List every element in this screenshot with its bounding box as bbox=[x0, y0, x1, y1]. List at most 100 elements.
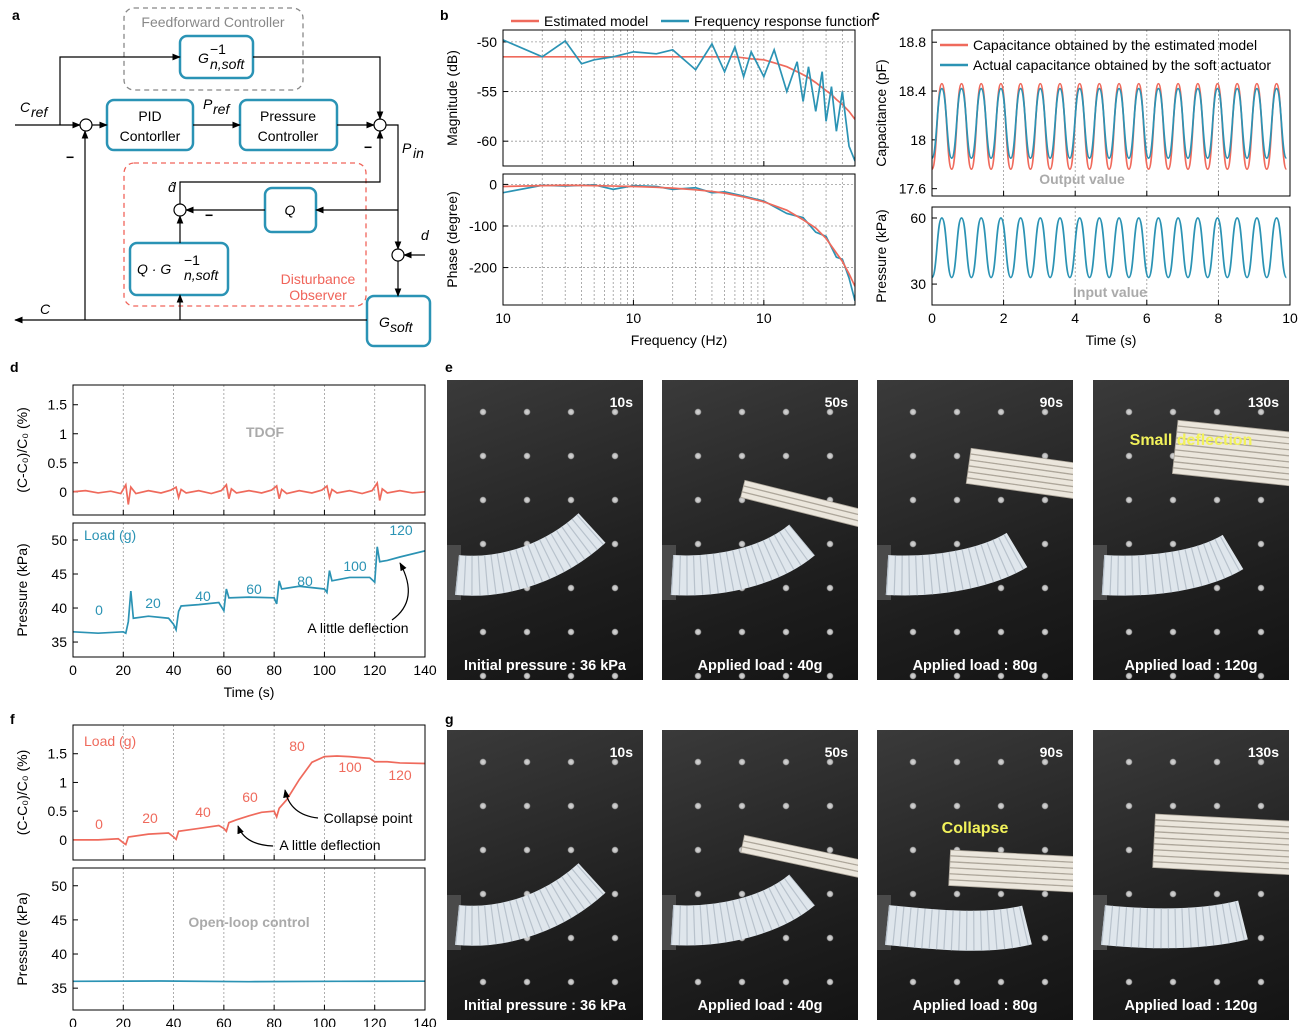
signal-lines bbox=[14, 53, 425, 324]
plot-frame bbox=[72, 384, 426, 516]
y-tick-label: -100 bbox=[469, 218, 497, 234]
photo-time: 10s bbox=[609, 394, 633, 410]
annotation: A little deflection bbox=[279, 837, 380, 853]
y-tick-label: -50 bbox=[477, 34, 497, 50]
y-axis-label: Capacitance (pF) bbox=[873, 59, 889, 166]
y-tick-label: 30 bbox=[910, 276, 926, 292]
photo-scene bbox=[447, 862, 606, 950]
actuator bbox=[1101, 900, 1248, 949]
plot-frame bbox=[502, 173, 856, 306]
plate bbox=[968, 459, 1073, 490]
plate-stack bbox=[740, 834, 858, 889]
x-tick-label: 10 bbox=[1282, 310, 1298, 326]
plate-stack bbox=[1171, 419, 1289, 492]
math-sub: n,soft bbox=[210, 56, 245, 72]
actuator bbox=[455, 512, 606, 596]
x-tick-label: 2 bbox=[1000, 310, 1008, 326]
annotation: 60 bbox=[242, 789, 258, 805]
plate bbox=[1154, 813, 1289, 829]
y-tick-label: 50 bbox=[51, 532, 67, 548]
x-tick-label: 6 bbox=[1143, 310, 1151, 326]
plate bbox=[1153, 837, 1289, 853]
photo-caption: Applied load : 80g bbox=[912, 658, 1038, 674]
photo-time: 90s bbox=[1039, 744, 1063, 760]
annotation-arrow bbox=[283, 789, 319, 819]
x-tick-label: 10 bbox=[756, 310, 772, 326]
data-line bbox=[73, 755, 425, 846]
photo: 10s Initial pressure : 36 kPa bbox=[447, 380, 643, 680]
x-axis-label: Frequency (Hz) bbox=[631, 332, 727, 348]
diagram-frames bbox=[123, 7, 367, 307]
plate bbox=[949, 855, 1073, 871]
photo-caption: Applied load : 120g bbox=[1124, 998, 1258, 1014]
annotation: 100 bbox=[343, 558, 367, 574]
y-axis-label: (C-C₀)/C₀ (%) bbox=[14, 750, 30, 836]
annotation: 40 bbox=[195, 804, 211, 820]
plate bbox=[969, 447, 1073, 478]
sum-junction bbox=[391, 248, 405, 262]
actuator-ribs bbox=[455, 862, 606, 946]
math-part: G bbox=[160, 261, 171, 277]
actuator bbox=[455, 862, 606, 946]
minus-sign: − bbox=[364, 139, 372, 155]
plate-stack bbox=[948, 849, 1073, 895]
x-tick-label: 0 bbox=[69, 662, 77, 678]
photo-time: 10s bbox=[609, 744, 633, 760]
plate-stack bbox=[740, 479, 858, 539]
photo-scene bbox=[877, 447, 1073, 600]
photo: 130s Applied load : 120g bbox=[1093, 730, 1289, 1020]
data-line bbox=[503, 55, 855, 120]
photo-time: 90s bbox=[1039, 394, 1063, 410]
math-symbol: C bbox=[20, 99, 31, 115]
annotation: Input value bbox=[1073, 284, 1147, 300]
panel-label: g bbox=[445, 711, 454, 727]
plate bbox=[742, 834, 858, 877]
plate bbox=[741, 840, 858, 883]
math-symbol: d bbox=[421, 227, 430, 243]
data-line bbox=[503, 183, 855, 302]
sum-junction bbox=[173, 203, 187, 217]
annotation: TDOF bbox=[246, 424, 285, 440]
legend-label: Frequency response function bbox=[694, 13, 875, 29]
annotation: 100 bbox=[338, 759, 362, 775]
math-symbol: Q bbox=[285, 202, 296, 218]
plate bbox=[965, 477, 1073, 508]
plate bbox=[1152, 849, 1289, 865]
x-tick-label: 20 bbox=[115, 662, 131, 678]
y-tick-label: 35 bbox=[51, 634, 67, 650]
data-line bbox=[932, 82, 1288, 170]
plate bbox=[1172, 461, 1289, 486]
math-sub: soft bbox=[390, 319, 414, 335]
y-tick-label: 0 bbox=[59, 484, 67, 500]
y-tick-label: 40 bbox=[51, 946, 67, 962]
plate bbox=[1153, 831, 1289, 847]
plate bbox=[741, 485, 858, 534]
plate bbox=[1173, 455, 1289, 480]
annotation-arrow bbox=[237, 825, 274, 847]
block-diagram: Feedforward Controller G −1 n,soft C ref… bbox=[14, 7, 432, 348]
annotation: Collapse point bbox=[324, 810, 413, 826]
photo-note: Small deflection bbox=[1129, 432, 1253, 449]
annotation: 80 bbox=[289, 738, 305, 754]
y-tick-label: 0 bbox=[59, 832, 67, 848]
y-tick-label: -55 bbox=[477, 84, 497, 100]
photo-caption: Initial pressure : 36 kPa bbox=[464, 658, 626, 674]
blocks bbox=[105, 34, 432, 348]
data-line bbox=[932, 87, 1288, 160]
photo-time: 130s bbox=[1247, 744, 1279, 760]
x-tick-label: 0 bbox=[928, 310, 936, 326]
y-tick-label: 18.8 bbox=[899, 34, 926, 50]
x-tick-label: 80 bbox=[266, 662, 282, 678]
y-tick-label: 1 bbox=[59, 774, 67, 790]
y-tick-label: 45 bbox=[51, 912, 67, 928]
photo-caption: Applied load : 120g bbox=[1124, 658, 1258, 674]
photo: 50s Applied load : 40g bbox=[662, 730, 858, 1020]
math-part: Q · bbox=[137, 261, 160, 277]
plate bbox=[1173, 449, 1289, 474]
annotation: 120 bbox=[388, 767, 412, 783]
annotation: Output value bbox=[1039, 171, 1125, 187]
y-tick-label: 0.5 bbox=[48, 455, 68, 471]
y-tick-label: 1.5 bbox=[48, 746, 68, 762]
plate bbox=[740, 846, 858, 889]
math-symbol: P bbox=[402, 140, 412, 156]
